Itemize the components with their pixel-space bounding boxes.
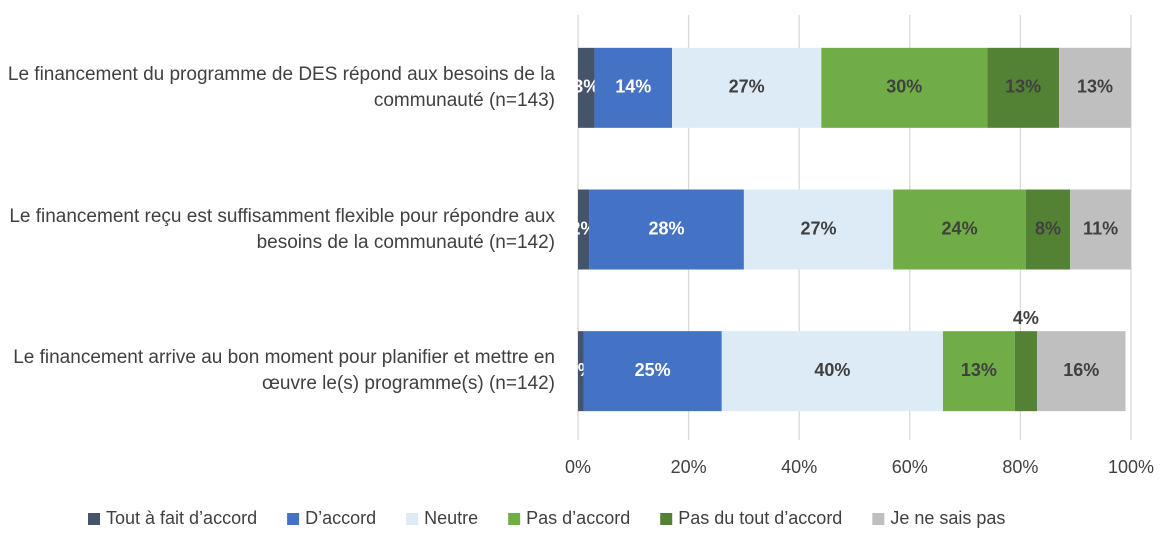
legend-label: Je ne sais pas [890, 508, 1005, 528]
value-label: 14% [615, 77, 651, 97]
value-label: 40% [814, 360, 850, 380]
bar-segment [578, 47, 595, 128]
bar-segment [672, 47, 822, 128]
legend-label: D’accord [305, 508, 376, 528]
legend-swatch [660, 513, 673, 525]
value-label: 13% [1077, 77, 1113, 97]
x-tick-label: 20% [671, 457, 707, 477]
bar-segment [1036, 331, 1126, 412]
legend-label: Pas d’accord [526, 508, 630, 528]
legend-swatch [406, 513, 419, 525]
legend-label: Pas du tout d’accord [678, 508, 842, 528]
bar-segment [1014, 331, 1037, 412]
legend-swatch [872, 513, 885, 525]
bar-segment [821, 47, 988, 128]
category-label: Le financement arrive au bon moment pour… [13, 347, 555, 395]
bar-segment [721, 331, 943, 412]
bar-segment [578, 331, 584, 412]
x-tick-label: 40% [781, 457, 817, 477]
bar-segment [942, 331, 1015, 412]
bar-segment [1025, 189, 1071, 270]
legend-label: Tout à fait d’accord [106, 508, 257, 528]
x-tick-label: 0% [565, 457, 591, 477]
value-label: 4% [1013, 308, 1039, 328]
bar-segment [589, 189, 744, 270]
bar-segment [987, 47, 1060, 128]
bar-segment [583, 331, 722, 412]
x-tick-label: 100% [1108, 457, 1154, 477]
legend-label: Neutre [424, 508, 478, 528]
value-label: 13% [961, 360, 997, 380]
legend-swatch [88, 513, 100, 525]
value-label: 27% [729, 77, 765, 97]
legend-swatch [287, 513, 300, 525]
value-label: 27% [801, 218, 837, 238]
legend-swatch [508, 513, 521, 525]
x-tick-label: 60% [892, 457, 928, 477]
value-label: 16% [1063, 360, 1099, 380]
bar-segment [1070, 189, 1131, 270]
category-label: Le financement du programme de DES répon… [7, 63, 555, 111]
bar-segment [594, 47, 673, 128]
bar-segment [578, 189, 590, 270]
value-label: 28% [648, 218, 684, 238]
value-label: 8% [1035, 218, 1061, 238]
value-label: 3% [573, 77, 599, 97]
bar-segment [893, 189, 1026, 270]
x-tick-label: 80% [1002, 457, 1038, 477]
value-label: 13% [1005, 77, 1041, 97]
value-label: 11% [1083, 218, 1118, 238]
bar-segment [743, 189, 894, 270]
value-label: 25% [635, 360, 671, 380]
category-label: Le financement reçu est suffisamment fle… [9, 205, 555, 253]
bar-segment [1059, 47, 1131, 128]
value-label: 30% [886, 77, 922, 97]
value-label: 24% [942, 218, 978, 238]
